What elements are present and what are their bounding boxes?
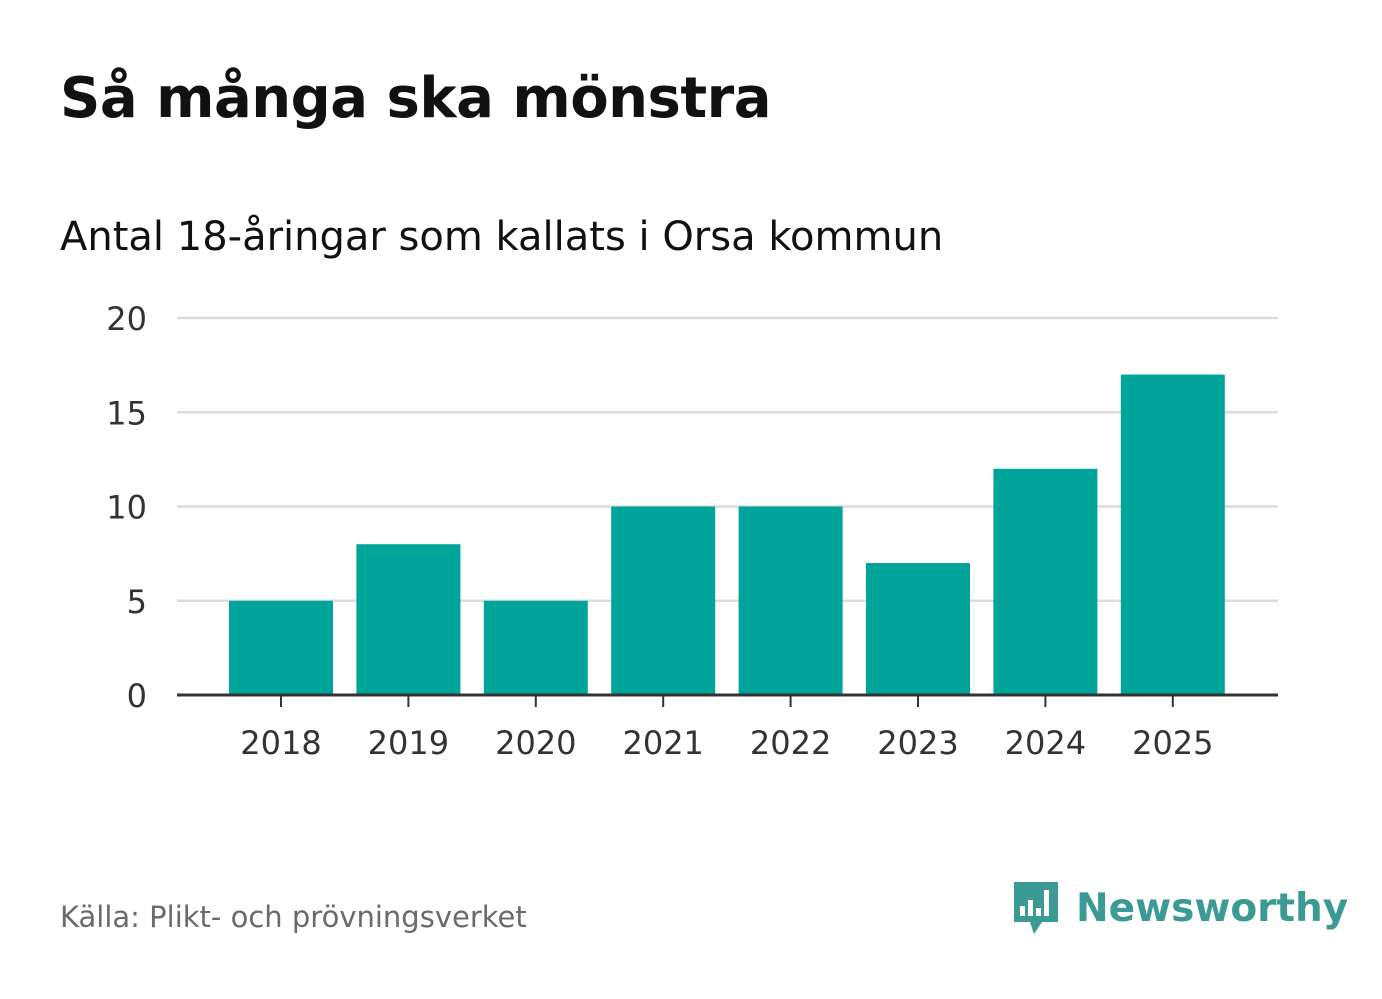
newsworthy-logo-icon: [1014, 882, 1058, 934]
gridlines: [177, 316, 1278, 602]
bar-2019: [356, 544, 461, 695]
bar-2021: [611, 506, 716, 695]
y-tick-label: 10: [106, 489, 147, 527]
y-tick-label: 5: [127, 583, 147, 621]
y-tick-label: 15: [106, 394, 147, 432]
x-tick-label: 2020: [495, 724, 576, 762]
x-tick-label: 2019: [368, 724, 449, 762]
y-axis-labels: 0 5 10 15 20: [106, 300, 147, 715]
x-tick-label: 2023: [877, 724, 958, 762]
bar-2022: [738, 506, 843, 695]
bar-2018: [229, 600, 333, 695]
bar-2020: [483, 600, 588, 695]
bar-2023: [866, 563, 970, 695]
chart-subtitle: Antal 18-åringar som kallats i Orsa komm…: [60, 214, 944, 260]
x-tick-label: 2021: [622, 724, 703, 762]
x-tick-label: 2018: [240, 724, 321, 762]
x-tick-label: 2025: [1132, 724, 1213, 762]
bar-2025: [1120, 374, 1225, 695]
brand-name: Newsworthy: [1076, 885, 1349, 931]
chart-title: Så många ska mönstra: [60, 66, 772, 131]
x-axis: [177, 693, 1278, 707]
bar-2024: [993, 468, 1098, 695]
y-tick-label: 20: [106, 300, 147, 338]
x-axis-labels: 2018 2019 2020 2021 2022 2023 2024 2025: [240, 724, 1213, 762]
brand-logo: Newsworthy: [1010, 876, 1348, 940]
y-tick-label: 0: [127, 677, 147, 715]
x-tick-label: 2024: [1005, 724, 1086, 762]
source-note: Källa: Plikt- och prövningsverket: [60, 900, 527, 934]
x-tick-label: 2022: [750, 724, 831, 762]
bars: [229, 374, 1225, 695]
